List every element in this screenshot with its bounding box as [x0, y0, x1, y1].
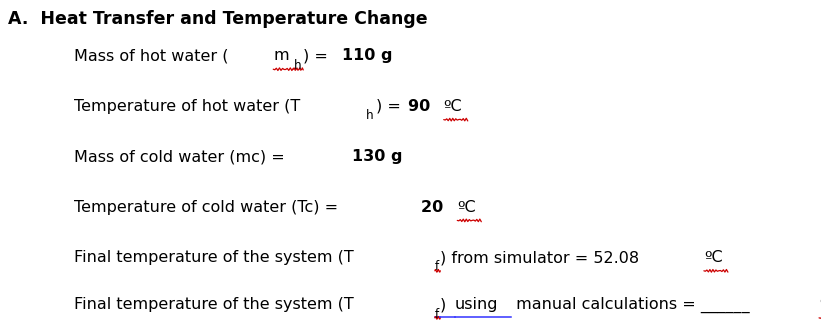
- Text: Temperature of hot water (T: Temperature of hot water (T: [74, 99, 300, 114]
- Text: ) =: ) =: [303, 48, 333, 64]
- Text: ) =: ) =: [376, 99, 401, 114]
- Text: Final temperature of the system (T: Final temperature of the system (T: [74, 250, 354, 265]
- Text: using: using: [455, 297, 498, 312]
- Text: Final temperature of the system (T: Final temperature of the system (T: [74, 297, 354, 312]
- Text: Mass of cold water (mc) =: Mass of cold water (mc) =: [74, 149, 290, 164]
- Text: ºC: ºC: [443, 99, 462, 114]
- Text: f: f: [435, 260, 439, 274]
- Text: 110 g: 110 g: [342, 48, 392, 64]
- Text: manual calculations = ______: manual calculations = ______: [511, 297, 750, 313]
- Text: Mass of hot water (: Mass of hot water (: [74, 48, 228, 64]
- Text: 20: 20: [421, 200, 449, 215]
- Text: 130 g: 130 g: [352, 149, 403, 164]
- Text: ºC: ºC: [457, 200, 476, 215]
- Text: ºC: ºC: [819, 297, 821, 312]
- Text: h: h: [293, 59, 301, 72]
- Text: 90: 90: [408, 99, 436, 114]
- Text: Temperature of cold water (Tc) =: Temperature of cold water (Tc) =: [74, 200, 343, 215]
- Text: ) from simulator = 52.08: ) from simulator = 52.08: [440, 250, 644, 265]
- Text: A.  Heat Transfer and Temperature Change: A. Heat Transfer and Temperature Change: [8, 10, 428, 28]
- Text: m: m: [273, 48, 289, 64]
- Text: f: f: [435, 307, 439, 321]
- Text: ºC: ºC: [704, 250, 722, 265]
- Text: h: h: [366, 109, 374, 122]
- Text: ): ): [440, 297, 452, 312]
